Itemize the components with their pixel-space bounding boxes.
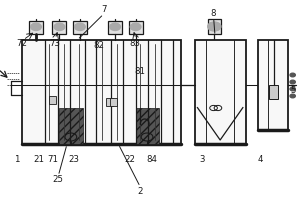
Text: 84: 84 <box>146 154 157 164</box>
Text: 22: 22 <box>124 154 136 164</box>
Circle shape <box>290 80 295 84</box>
Bar <box>194 40 246 144</box>
Circle shape <box>290 87 295 91</box>
Bar <box>73 21 87 34</box>
Text: 82: 82 <box>93 42 104 50</box>
Text: 4: 4 <box>258 154 263 164</box>
Circle shape <box>208 22 221 31</box>
Bar <box>29 21 43 34</box>
Circle shape <box>54 23 65 30</box>
Text: 2: 2 <box>138 188 143 196</box>
Bar <box>257 40 288 130</box>
Text: 25: 25 <box>53 176 64 184</box>
Bar <box>52 21 67 34</box>
Text: 23: 23 <box>68 154 79 164</box>
Circle shape <box>31 23 41 30</box>
Bar <box>208 19 221 34</box>
Bar <box>108 21 122 34</box>
Text: 71: 71 <box>48 154 59 164</box>
Text: 21: 21 <box>33 154 44 164</box>
Bar <box>136 108 159 144</box>
Text: 83: 83 <box>130 38 141 47</box>
Bar <box>49 96 56 104</box>
Circle shape <box>75 23 85 30</box>
Bar <box>269 85 278 99</box>
Text: 72: 72 <box>17 38 28 47</box>
Bar <box>59 108 82 144</box>
Circle shape <box>290 94 295 98</box>
Circle shape <box>130 23 141 30</box>
Circle shape <box>290 73 295 77</box>
Text: 1: 1 <box>14 154 20 164</box>
Text: 5: 5 <box>291 86 296 95</box>
Bar <box>129 21 142 34</box>
Text: 3: 3 <box>199 154 205 164</box>
Bar <box>110 98 117 106</box>
Bar <box>106 98 113 106</box>
Text: 8: 8 <box>211 8 216 18</box>
Text: 73: 73 <box>49 38 60 47</box>
Bar <box>22 40 181 144</box>
Text: 7: 7 <box>101 4 106 14</box>
Text: 81: 81 <box>134 66 145 75</box>
Circle shape <box>110 23 120 30</box>
